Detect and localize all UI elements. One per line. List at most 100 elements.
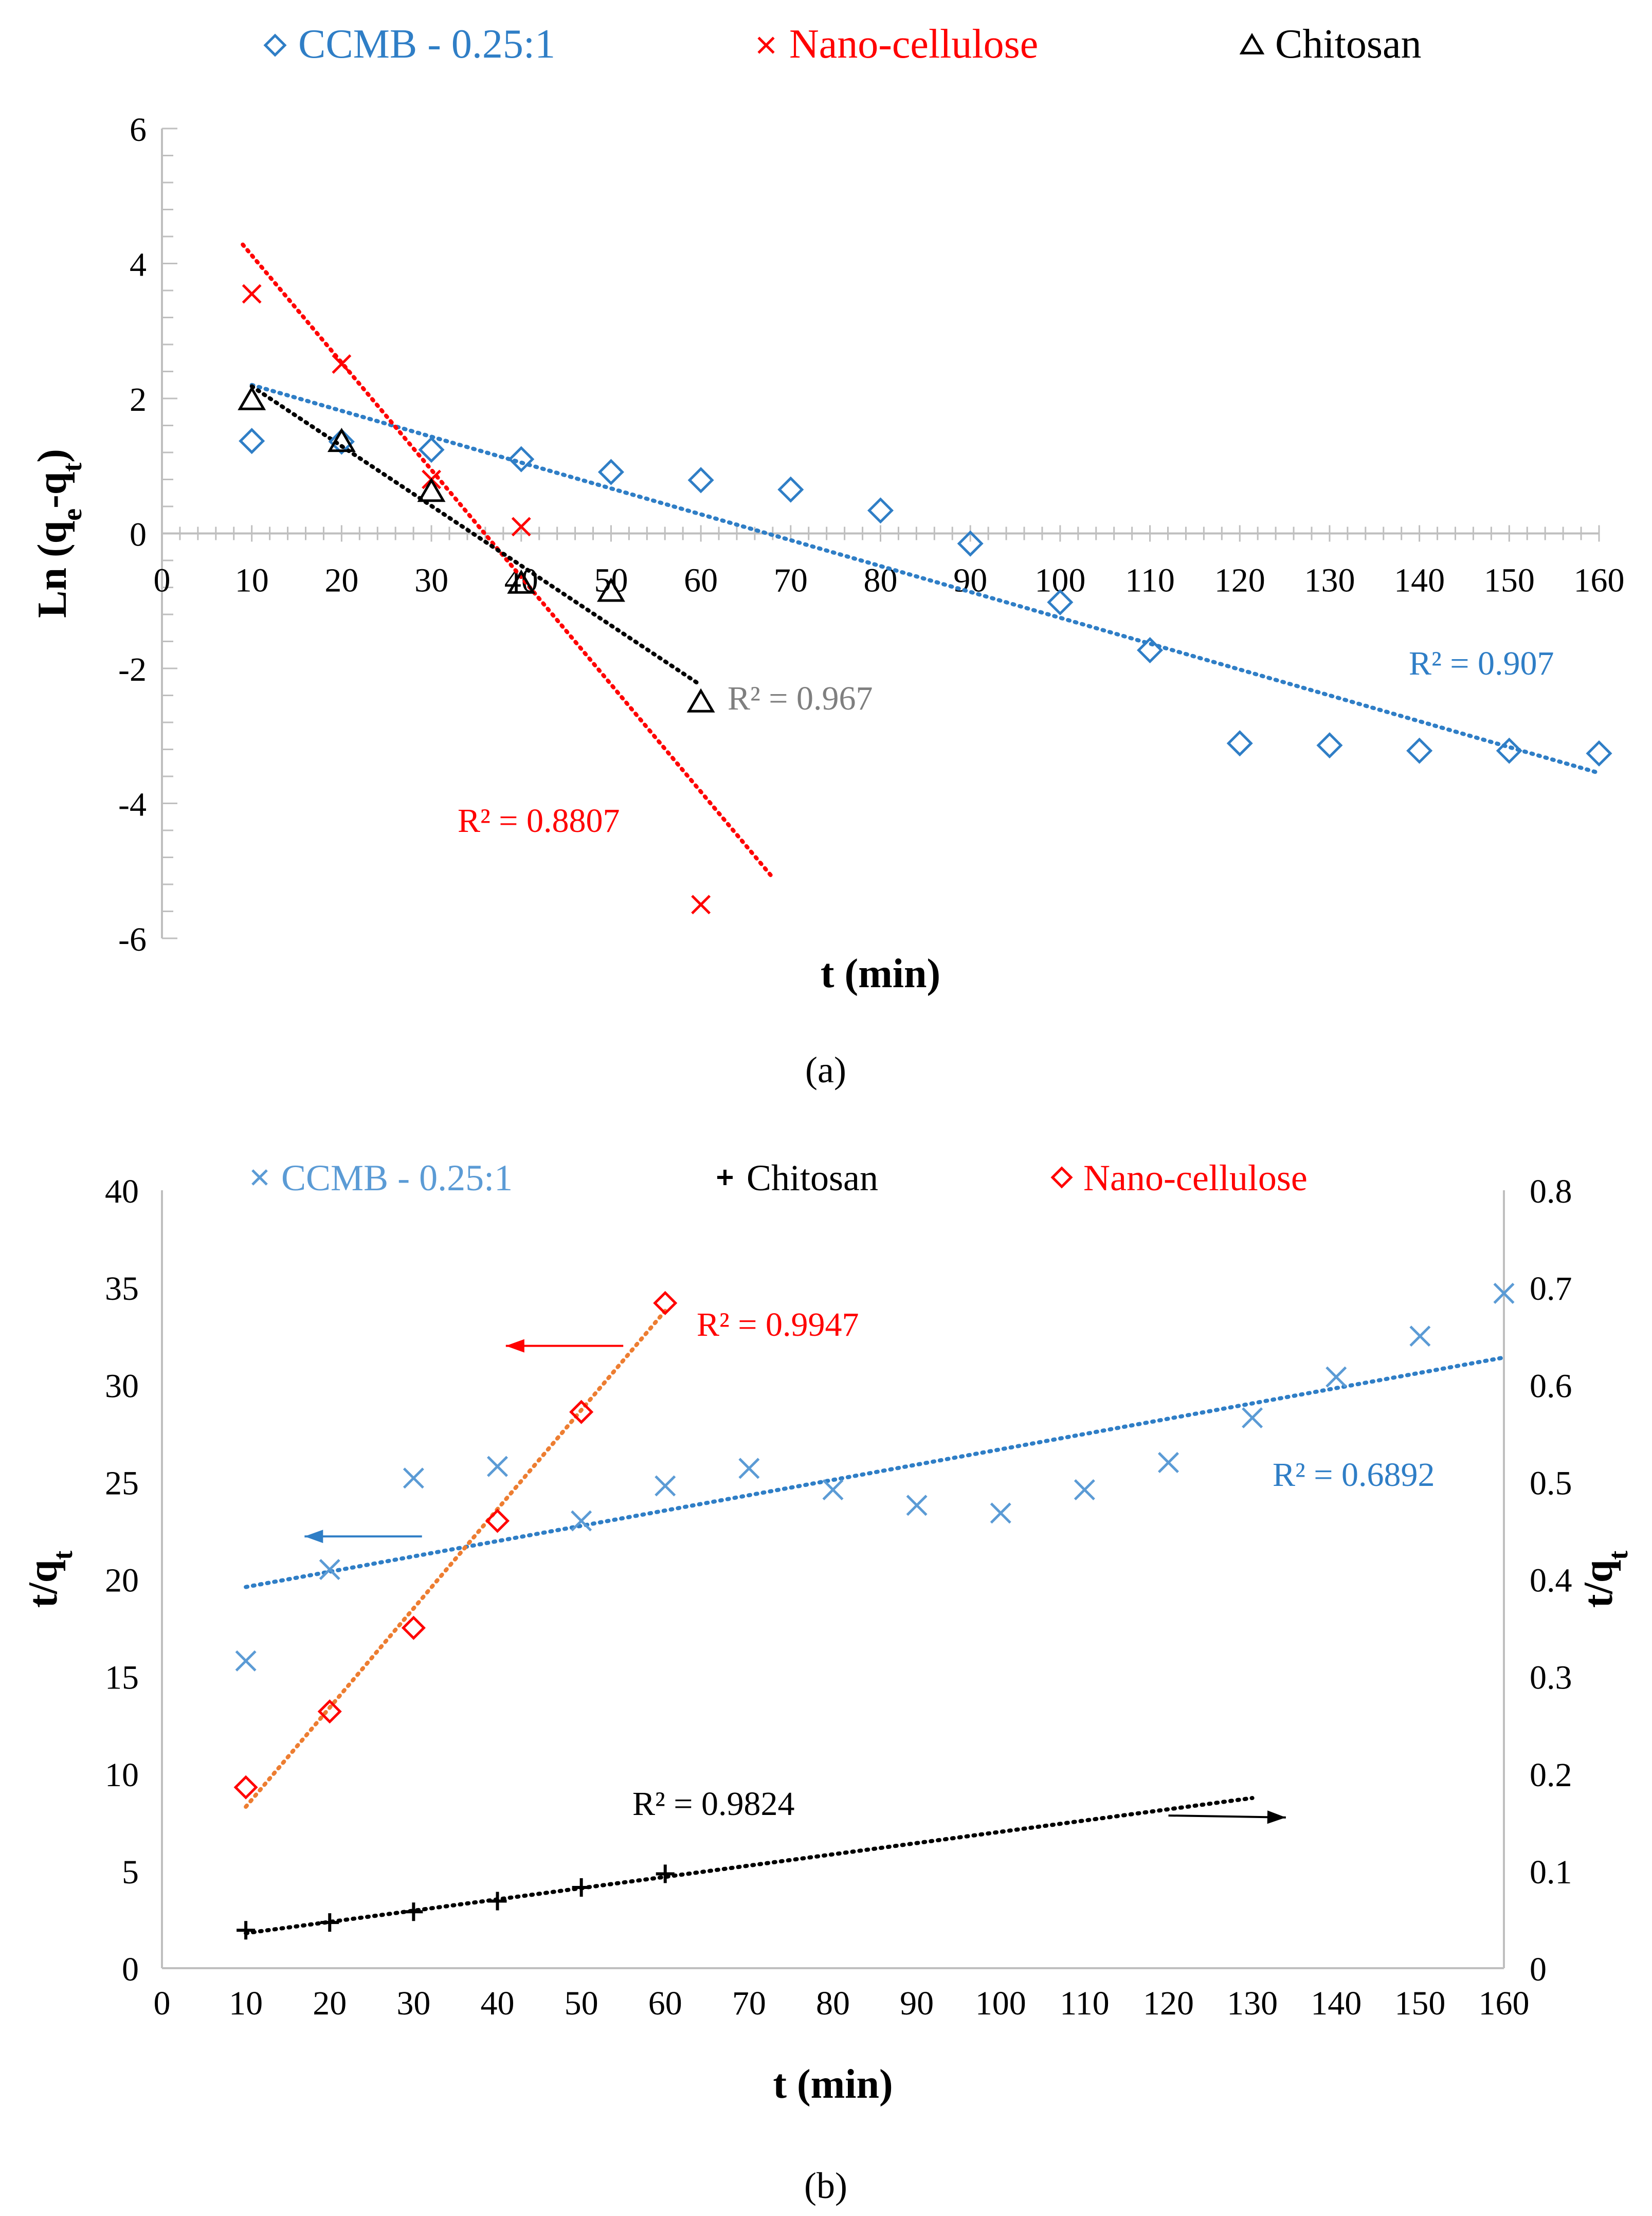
y-tick-label: -2	[118, 651, 147, 688]
data-point-nanocellulose	[691, 895, 711, 915]
legend-b-nanocellulose-marker	[1050, 1166, 1073, 1189]
data-point-nanocellulose	[569, 1400, 594, 1424]
y-axis-left-title-sub: t	[47, 1551, 78, 1560]
data-point-ccmb	[235, 1650, 257, 1672]
data-point-nanocellulose	[332, 354, 352, 374]
data-point-ccmb	[571, 1510, 592, 1532]
x-tick-label: 110	[1060, 1985, 1110, 2022]
data-point-nanocellulose	[233, 1775, 258, 1800]
data-point-ccmb	[1137, 637, 1164, 664]
y-left-tick-label: 5	[122, 1854, 139, 1891]
data-point-ccmb	[687, 467, 714, 494]
y-left-tick-label: 30	[105, 1367, 139, 1405]
y-axis-title-prefix: Ln (q	[30, 521, 75, 618]
legend-b-nanocellulose-label: Nano-cellulose	[1083, 1157, 1308, 1198]
data-point-chitosan	[417, 478, 446, 502]
trendline-ccmb	[249, 383, 1601, 775]
x-tick-label: 100	[975, 1985, 1026, 2022]
panel-b-label: (b)	[804, 2165, 847, 2206]
arrow-chitosan-right-axis-head	[1267, 1810, 1286, 1824]
data-point-nanocellulose	[401, 1615, 426, 1640]
legend-a: CCMB - 0.25:1 Nano-cellulose Chitosan	[263, 22, 1421, 67]
x-tick-label: 130	[1304, 562, 1355, 600]
legend-a-nanocellulose-marker	[757, 37, 775, 54]
x-tick-label: 70	[732, 1985, 766, 2022]
y-right-tick-label: 0.8	[1530, 1173, 1572, 1210]
y-right-tick-label: 0.4	[1530, 1562, 1572, 1600]
y-axis-title-sub-t: t	[57, 463, 87, 472]
data-point-ccmb	[1158, 1452, 1179, 1474]
x-tick-label: 110	[1125, 562, 1175, 600]
data-point-ccmb	[508, 446, 535, 473]
x-tick-label: 140	[1311, 1985, 1361, 2022]
x-tick-label: 80	[816, 1985, 850, 2022]
y-right-tick-label: 0.5	[1530, 1464, 1572, 1502]
legend-b: CCMB - 0.25:1 Chitosan Nano-cellulose	[251, 1157, 1308, 1198]
data-point-ccmb	[418, 437, 445, 463]
arrow-chitosan-right-axis	[1168, 1810, 1286, 1824]
x-tick-label: 150	[1394, 1985, 1445, 2022]
x-tick-label: 160	[1479, 1985, 1530, 2022]
y-axis-right-title: t/qt	[1576, 1551, 1633, 1608]
data-point-chitosan	[507, 569, 536, 594]
x-tick-label: 40	[481, 1985, 515, 2022]
arrow-chitosan-right-axis-shaft	[1168, 1814, 1286, 1819]
x-tick-label: 0	[154, 562, 171, 600]
data-point-ccmb	[655, 1475, 676, 1497]
data-point-ccmb	[738, 1458, 760, 1479]
r2-label-chitosan: R² = 0.9824	[632, 1785, 795, 1823]
x-tick-label: 140	[1394, 562, 1445, 600]
data-point-nanocellulose	[653, 1291, 678, 1315]
x-tick-label: 10	[235, 562, 269, 600]
arrow-ccmb-left-axis-head	[304, 1530, 323, 1543]
y-axis-right-title-main: t/q	[1576, 1560, 1621, 1608]
data-point-ccmb	[1493, 1282, 1515, 1304]
data-point-nanocellulose	[485, 1509, 510, 1533]
data-point-chitosan	[656, 1864, 675, 1883]
data-point-ccmb	[239, 428, 265, 455]
data-point-ccmb	[1409, 1325, 1431, 1347]
y-tick-label: -6	[118, 921, 147, 958]
data-point-ccmb	[1047, 589, 1074, 615]
y-axis-title-suffix: )	[30, 449, 75, 463]
data-point-nanocellulose	[317, 1699, 342, 1724]
x-tick-label: 0	[154, 1985, 171, 2022]
data-point-ccmb	[1406, 737, 1433, 764]
y-left-tick-label: 20	[105, 1562, 139, 1600]
r2-label-ccmb: R² = 0.6892	[1273, 1456, 1435, 1494]
x-tick-label: 130	[1227, 1985, 1278, 2022]
data-point-ccmb	[487, 1456, 508, 1477]
data-point-ccmb	[1586, 740, 1612, 767]
y-left-tick-label: 25	[105, 1464, 139, 1502]
data-point-ccmb	[597, 459, 624, 485]
data-point-ccmb	[1226, 730, 1253, 757]
legend-a-ccmb-label: CCMB - 0.25:1	[298, 22, 555, 67]
y-tick-label: 2	[130, 381, 147, 419]
x-tick-label: 10	[229, 1985, 263, 2022]
legend-b-chitosan-marker	[717, 1170, 733, 1185]
y-axis-title-mid: -q	[30, 472, 75, 508]
data-point-ccmb	[867, 497, 894, 524]
x-tick-label: 90	[900, 1985, 934, 2022]
y-axis-left-title-main: t/q	[21, 1560, 66, 1608]
x-tick-label: 150	[1484, 562, 1535, 600]
data-point-ccmb	[1242, 1407, 1263, 1429]
data-point-chitosan	[320, 1913, 339, 1932]
x-tick-label: 50	[565, 1985, 598, 2022]
y-axis-title-sub-e: e	[57, 508, 87, 521]
x-tick-label: 20	[324, 562, 358, 600]
data-point-ccmb	[403, 1467, 424, 1489]
y-tick-label: 6	[130, 111, 147, 149]
r2-label-chitosan: R² = 0.967	[728, 680, 873, 717]
x-tick-label: 60	[684, 562, 718, 600]
r2-label-nanocellulose: R² = 0.9947	[697, 1306, 859, 1343]
y-left-tick-label: 15	[105, 1659, 139, 1697]
y-tick-label: 4	[130, 246, 147, 284]
y-right-tick-label: 0.7	[1530, 1270, 1572, 1307]
data-point-chitosan	[327, 428, 356, 452]
legend-a-nanocellulose-label: Nano-cellulose	[789, 22, 1038, 67]
data-point-ccmb	[1316, 732, 1343, 759]
y-right-tick-label: 0.2	[1530, 1756, 1572, 1794]
data-point-ccmb	[319, 1559, 340, 1581]
